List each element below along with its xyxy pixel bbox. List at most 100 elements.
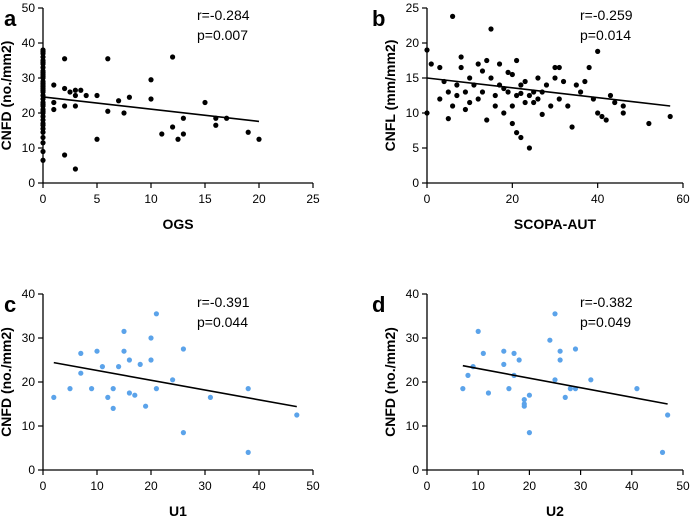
regression-line: [426, 77, 671, 107]
panel-c: c 0 10 20 30 40 50 0 10 20 30 40 U1 CNFD (no./mm2) r=-…: [0, 287, 320, 516]
x-tick-label: 40: [625, 479, 639, 493]
data-point: [479, 68, 486, 74]
x-tick-label: 10: [472, 479, 486, 493]
data-point: [535, 75, 541, 81]
y-tick-label: 15: [406, 71, 420, 85]
data-point: [612, 99, 618, 106]
data-point: [458, 64, 464, 71]
data-point: [659, 449, 666, 455]
y-tick-label: 20: [406, 36, 420, 50]
regression-line: [462, 364, 668, 405]
y-tick-label: 20: [406, 375, 420, 389]
data-point: [245, 449, 251, 455]
correlation-r-label: r=-0.259: [580, 7, 633, 23]
data-point: [99, 364, 105, 370]
x-tick-label: 25: [306, 192, 320, 206]
x-tick-label: 40: [252, 479, 266, 493]
data-point: [535, 96, 541, 102]
data-point: [603, 117, 609, 123]
y-axis-title: CNFD (no./mm2): [382, 327, 398, 437]
data-point: [121, 328, 127, 334]
data-point: [116, 98, 122, 104]
data-point: [72, 103, 78, 109]
data-point: [132, 392, 138, 398]
data-point: [40, 148, 46, 155]
y-tick-label: 10: [22, 419, 36, 433]
data-point: [424, 47, 430, 53]
data-point: [245, 386, 251, 392]
regression-line: [42, 96, 260, 123]
data-point: [94, 92, 100, 99]
data-point: [514, 92, 520, 99]
panel-letter: c: [4, 292, 16, 317]
data-point: [62, 103, 68, 109]
data-point: [213, 122, 219, 128]
data-point: [89, 386, 95, 392]
data-point: [607, 92, 614, 99]
data-point: [51, 99, 57, 106]
data-point: [153, 386, 159, 392]
panel-b: b 0 20 40 60 0 5 10 15 20 25 SCOPA-AUT CNFL (mm/mm2)…: [372, 1, 690, 232]
y-axis-title: CNFD (no./mm2): [0, 41, 14, 151]
data-point: [67, 386, 73, 392]
data-point: [479, 89, 486, 95]
data-point: [62, 152, 68, 158]
panel-d: d 0 10 20 30 40 50 0 10 20 30 40 U2 CNFD (no./mm2) r=-…: [372, 287, 690, 516]
data-point: [40, 157, 46, 163]
data-point: [72, 166, 78, 172]
data-point: [105, 56, 111, 62]
correlation-r-label: r=-0.284: [197, 7, 250, 23]
data-point: [501, 348, 507, 354]
data-point: [62, 56, 68, 62]
data-point: [557, 357, 563, 363]
data-point: [573, 82, 579, 88]
data-point: [180, 115, 186, 121]
data-point: [116, 364, 122, 370]
x-tick-label: 0: [40, 192, 47, 206]
data-point: [522, 99, 528, 106]
data-point: [78, 87, 84, 93]
data-point: [460, 386, 466, 392]
y-tick-label: 50: [22, 1, 36, 15]
p-value-label: p=0.044: [197, 314, 248, 330]
y-tick-label: 40: [406, 287, 420, 301]
data-point: [180, 346, 186, 352]
data-point: [518, 82, 524, 88]
y-tick-label: 10: [406, 419, 420, 433]
data-point: [202, 99, 208, 106]
data-point: [509, 120, 515, 127]
x-tick-label: 20: [252, 192, 266, 206]
x-tick-label: 15: [198, 192, 212, 206]
data-point: [522, 78, 528, 85]
data-point: [121, 348, 127, 354]
x-axis-title: U2: [546, 503, 564, 516]
data-point: [509, 71, 515, 78]
data-point: [521, 397, 527, 403]
y-tick-label: 5: [412, 141, 419, 155]
data-point: [572, 346, 579, 352]
data-point: [62, 85, 68, 92]
data-point: [170, 124, 176, 130]
x-tick-label: 0: [424, 479, 431, 493]
y-tick-label: 25: [406, 1, 420, 15]
data-point: [126, 390, 132, 396]
data-point: [445, 116, 451, 122]
y-tick-label: 20: [22, 375, 36, 389]
panel-a: a 0 5 10 15 20 25 0 10 20 30 40 50 OGS CNFD (no./mm2) r…: [0, 1, 320, 232]
data-point: [557, 348, 563, 354]
data-point: [599, 113, 605, 120]
data-point: [569, 124, 575, 130]
data-point: [595, 110, 601, 116]
data-point: [121, 110, 127, 116]
data-point: [437, 64, 443, 71]
y-tick-label: 20: [22, 106, 36, 120]
data-point: [492, 92, 498, 99]
data-point: [126, 357, 132, 363]
data-point: [511, 350, 517, 356]
y-tick-label: 30: [22, 71, 36, 85]
data-point: [458, 54, 464, 60]
regression-line: [53, 361, 297, 408]
x-tick-label: 20: [506, 192, 520, 206]
data-point: [552, 75, 558, 81]
data-point: [475, 328, 481, 334]
